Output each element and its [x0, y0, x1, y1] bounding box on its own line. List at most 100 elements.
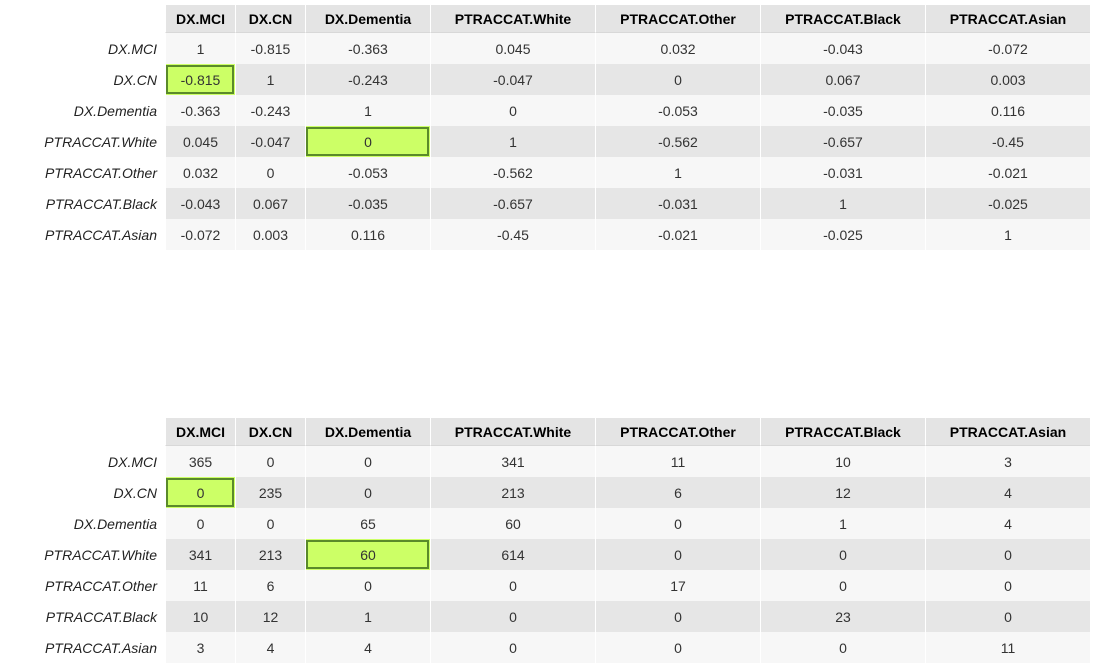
highlighted-cell[interactable]: 0 — [305, 126, 430, 157]
table-cell[interactable]: -0.657 — [430, 188, 595, 219]
table-cell[interactable]: 614 — [430, 539, 595, 570]
table-cell[interactable]: 0 — [925, 539, 1090, 570]
highlighted-cell[interactable]: 0 — [165, 477, 235, 508]
table-cell[interactable]: -0.243 — [235, 95, 305, 126]
table-cell[interactable]: 4 — [305, 632, 430, 663]
table-cell[interactable]: -0.021 — [595, 219, 760, 250]
table-cell[interactable]: -0.45 — [925, 126, 1090, 157]
table-cell[interactable]: 1 — [760, 508, 925, 539]
table-cell[interactable]: 11 — [165, 570, 235, 601]
table-cell[interactable]: 365 — [165, 446, 235, 477]
table-cell[interactable]: 0 — [430, 570, 595, 601]
table-cell[interactable]: -0.035 — [305, 188, 430, 219]
table-cell[interactable]: 0.032 — [595, 33, 760, 64]
table-cell[interactable]: 235 — [235, 477, 305, 508]
table-cell[interactable]: 0 — [235, 157, 305, 188]
table-cell[interactable]: 6 — [235, 570, 305, 601]
table-cell[interactable]: 1 — [925, 219, 1090, 250]
table-cell[interactable]: 0.003 — [235, 219, 305, 250]
table-cell[interactable]: 11 — [595, 446, 760, 477]
table-cell[interactable]: 12 — [235, 601, 305, 632]
table-cell[interactable]: -0.031 — [760, 157, 925, 188]
table-cell[interactable]: -0.562 — [595, 126, 760, 157]
table-cell[interactable]: 0 — [595, 632, 760, 663]
table-cell[interactable]: -0.053 — [305, 157, 430, 188]
table-cell[interactable]: 3 — [165, 632, 235, 663]
table-cell[interactable]: -0.243 — [305, 64, 430, 95]
table-cell[interactable]: 1 — [165, 33, 235, 64]
table-cell[interactable]: 12 — [760, 477, 925, 508]
table-cell[interactable]: 213 — [430, 477, 595, 508]
table-cell[interactable]: -0.363 — [305, 33, 430, 64]
table-cell[interactable]: 0 — [165, 508, 235, 539]
table-cell[interactable]: -0.025 — [760, 219, 925, 250]
table-cell[interactable]: 1 — [235, 64, 305, 95]
table-cell[interactable]: 0.045 — [165, 126, 235, 157]
table-cell[interactable]: -0.072 — [165, 219, 235, 250]
table-cell[interactable]: 0.003 — [925, 64, 1090, 95]
table-cell[interactable]: 65 — [305, 508, 430, 539]
table-cell[interactable]: 341 — [165, 539, 235, 570]
table-cell[interactable]: 1 — [595, 157, 760, 188]
table-cell[interactable]: -0.043 — [165, 188, 235, 219]
table-cell[interactable]: -0.815 — [235, 33, 305, 64]
table-cell[interactable]: 0 — [760, 632, 925, 663]
table-cell[interactable]: 0.067 — [235, 188, 305, 219]
table-cell[interactable]: 213 — [235, 539, 305, 570]
table-cell[interactable]: 0.116 — [305, 219, 430, 250]
table-cell[interactable]: 6 — [595, 477, 760, 508]
table-cell[interactable]: 0 — [760, 570, 925, 601]
table-cell[interactable]: 1 — [760, 188, 925, 219]
highlighted-cell[interactable]: 60 — [305, 539, 430, 570]
table-cell[interactable]: 0 — [430, 601, 595, 632]
highlighted-cell[interactable]: -0.815 — [165, 64, 235, 95]
table-cell[interactable]: 1 — [430, 126, 595, 157]
table-cell[interactable]: 4 — [235, 632, 305, 663]
table-cell[interactable]: 0 — [595, 508, 760, 539]
table-cell[interactable]: -0.363 — [165, 95, 235, 126]
table-cell[interactable]: 11 — [925, 632, 1090, 663]
table-cell[interactable]: 0 — [760, 539, 925, 570]
table-cell[interactable]: -0.031 — [595, 188, 760, 219]
table-cell[interactable]: 17 — [595, 570, 760, 601]
table-cell[interactable]: -0.053 — [595, 95, 760, 126]
table-cell[interactable]: -0.047 — [235, 126, 305, 157]
table-cell[interactable]: -0.035 — [760, 95, 925, 126]
table-cell[interactable]: 0 — [595, 601, 760, 632]
table-cell[interactable]: 1 — [305, 601, 430, 632]
table-cell[interactable]: 341 — [430, 446, 595, 477]
table-cell[interactable]: 0 — [235, 446, 305, 477]
table-cell[interactable]: -0.025 — [925, 188, 1090, 219]
table-cell[interactable]: 0 — [305, 446, 430, 477]
table-cell[interactable]: 0.032 — [165, 157, 235, 188]
table-cell[interactable]: -0.45 — [430, 219, 595, 250]
table-cell[interactable]: -0.657 — [760, 126, 925, 157]
table-cell[interactable]: -0.043 — [760, 33, 925, 64]
table-cell[interactable]: 0.045 — [430, 33, 595, 64]
table-cell[interactable]: -0.072 — [925, 33, 1090, 64]
row-header: PTRACCAT.Asian — [0, 632, 165, 663]
table-cell[interactable]: 23 — [760, 601, 925, 632]
table-cell[interactable]: 0.116 — [925, 95, 1090, 126]
table-cell[interactable]: 10 — [760, 446, 925, 477]
table-cell[interactable]: 0 — [430, 95, 595, 126]
table-cell[interactable]: 3 — [925, 446, 1090, 477]
table-cell[interactable]: 0 — [235, 508, 305, 539]
table-cell[interactable]: 4 — [925, 508, 1090, 539]
table-cell[interactable]: 4 — [925, 477, 1090, 508]
table-cell[interactable]: 0 — [305, 570, 430, 601]
table-cell[interactable]: -0.021 — [925, 157, 1090, 188]
table-cell[interactable]: 0 — [595, 539, 760, 570]
table-cell[interactable]: 0 — [925, 570, 1090, 601]
table-cell[interactable]: 0 — [430, 632, 595, 663]
header-row: DX.MCI DX.CN DX.Dementia PTRACCAT.White PTRA… — [0, 5, 1090, 33]
table-cell[interactable]: 0 — [925, 601, 1090, 632]
table-cell[interactable]: 0 — [305, 477, 430, 508]
table-cell[interactable]: 0.067 — [760, 64, 925, 95]
table-cell[interactable]: 0 — [595, 64, 760, 95]
table-cell[interactable]: -0.562 — [430, 157, 595, 188]
table-cell[interactable]: 10 — [165, 601, 235, 632]
table-cell[interactable]: -0.047 — [430, 64, 595, 95]
table-cell[interactable]: 60 — [430, 508, 595, 539]
table-cell[interactable]: 1 — [305, 95, 430, 126]
